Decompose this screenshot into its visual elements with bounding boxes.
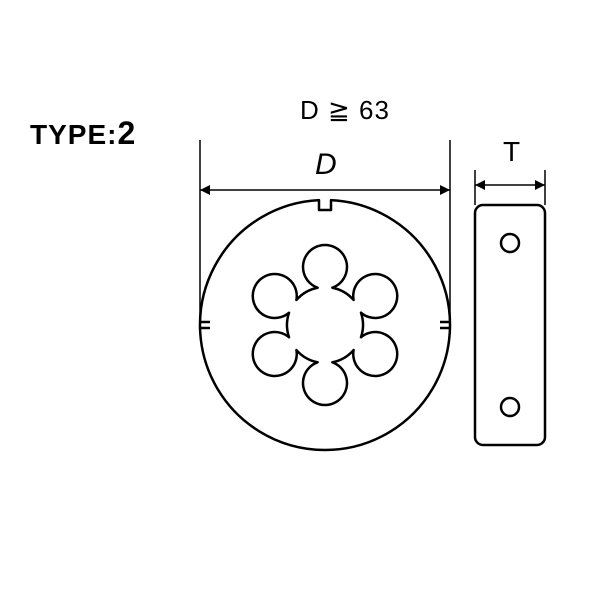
- technical-drawing: [0, 0, 600, 600]
- diagram-canvas: TYPE:2 D ≧ 63 D T: [0, 0, 600, 600]
